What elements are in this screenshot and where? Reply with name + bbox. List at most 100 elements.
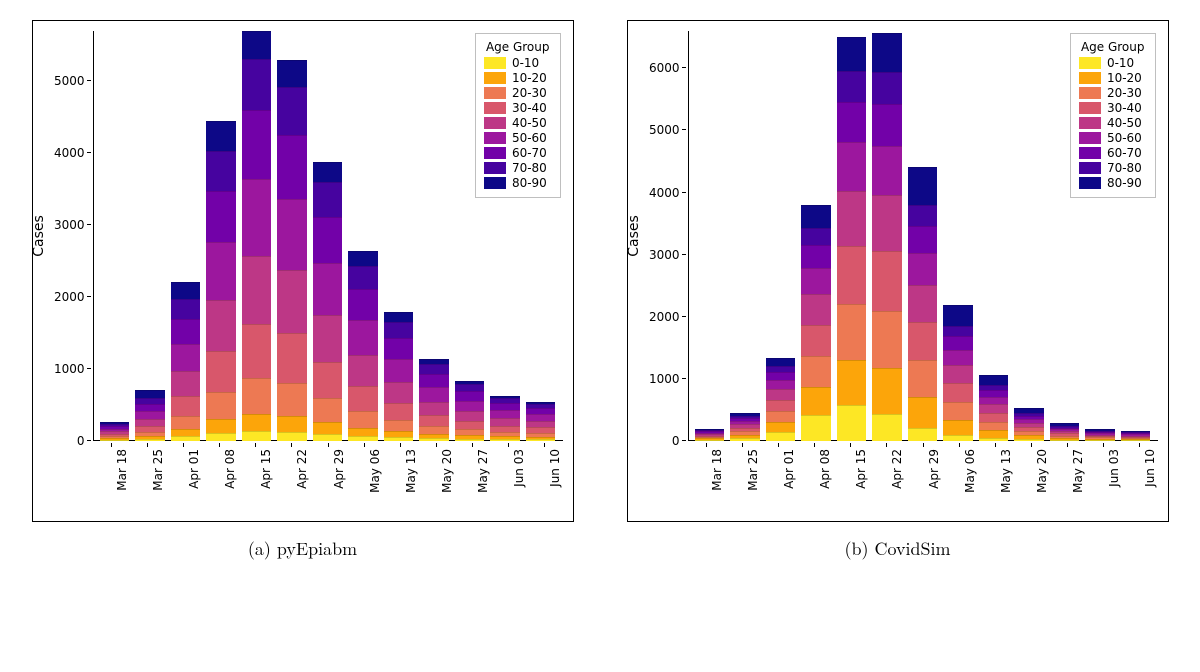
bar-segment — [766, 411, 796, 422]
bar-segment — [206, 121, 236, 151]
bar-segment — [206, 392, 236, 419]
x-tick-label: Apr 08 — [818, 449, 832, 489]
legend-item: 70-80 — [1079, 161, 1145, 175]
bar-segment — [943, 326, 973, 336]
x-tick-label: May 06 — [963, 449, 977, 493]
bar-segment — [419, 364, 449, 374]
chart-a: 010002000300040005000CasesMar 18Mar 25Ap… — [32, 20, 574, 522]
bar-segment — [348, 266, 378, 289]
bar-segment — [313, 182, 343, 217]
y-axis: 0100020003000400050006000Cases — [628, 31, 686, 441]
bar-segment — [206, 351, 236, 392]
y-tick-label: 3000 — [649, 248, 680, 262]
bar-segment — [135, 439, 165, 441]
bar — [766, 358, 796, 441]
y-axis-label: Cases — [626, 215, 642, 257]
bar-segment — [766, 400, 796, 411]
legend-label: 70-80 — [1107, 161, 1142, 175]
bar-segment — [171, 429, 201, 436]
bar-segment — [171, 344, 201, 372]
bar-segment — [384, 338, 414, 359]
bar-segment — [872, 72, 902, 104]
legend-swatch — [1079, 117, 1101, 129]
bar-segment — [490, 439, 520, 441]
bar-segment — [908, 285, 938, 322]
bar-segment — [313, 398, 343, 422]
legend: Age Group0-1010-2020-3030-4040-5050-6060… — [1070, 33, 1156, 198]
x-tick-label: Apr 22 — [890, 449, 904, 489]
legend-swatch — [484, 177, 506, 189]
bar-segment — [419, 402, 449, 415]
bar-segment — [135, 411, 165, 419]
bar-segment — [384, 420, 414, 431]
bar-segment — [277, 333, 307, 383]
bar-segment — [206, 191, 236, 242]
bar-segment — [943, 365, 973, 383]
bar-segment — [872, 146, 902, 195]
bar — [695, 429, 725, 441]
x-tick-label: Apr 15 — [259, 449, 273, 489]
panel-a: 010002000300040005000CasesMar 18Mar 25Ap… — [20, 20, 585, 561]
bar-segment — [801, 294, 831, 324]
bar-segment — [801, 245, 831, 268]
bar-segment — [979, 438, 1009, 441]
bar-segment — [348, 428, 378, 437]
x-tick-label: Apr 29 — [927, 449, 941, 489]
bar-segment — [242, 431, 272, 441]
x-tick-label: May 13 — [999, 449, 1013, 493]
legend-label: 30-40 — [512, 101, 547, 115]
bar-segment — [766, 422, 796, 432]
y-tick-label: 0 — [672, 434, 680, 448]
bar-segment — [455, 439, 485, 441]
bar — [100, 422, 130, 441]
bar-segment — [801, 415, 831, 441]
x-tick-label: Mar 25 — [151, 449, 165, 491]
bar-segment — [908, 428, 938, 441]
legend-swatch — [1079, 147, 1101, 159]
bar-segment — [277, 60, 307, 87]
bar-segment — [526, 439, 556, 441]
x-tick-label: Apr 01 — [782, 449, 796, 489]
bar-segment — [171, 436, 201, 441]
x-tick-label: May 13 — [404, 449, 418, 493]
legend-item: 80-90 — [484, 176, 550, 190]
legend-item: 70-80 — [484, 161, 550, 175]
bar-segment — [801, 205, 831, 228]
bar-segment — [313, 217, 343, 263]
bar — [872, 33, 902, 441]
legend-label: 10-20 — [512, 71, 547, 85]
bar — [419, 359, 449, 441]
bar-segment — [277, 270, 307, 334]
legend-label: 70-80 — [512, 161, 547, 175]
legend-item: 0-10 — [1079, 56, 1145, 70]
legend-label: 40-50 — [512, 116, 547, 130]
bar-segment — [348, 355, 378, 386]
bar-segment — [135, 419, 165, 426]
bar-segment — [348, 251, 378, 266]
x-tick-label: May 27 — [1071, 449, 1085, 493]
bar-segment — [908, 167, 938, 205]
bar — [277, 60, 307, 441]
y-tick-label: 4000 — [54, 146, 85, 160]
bar — [171, 282, 201, 441]
bar-segment — [801, 228, 831, 245]
bar-segment — [1121, 440, 1151, 441]
bar-segment — [837, 405, 867, 441]
y-tick-label: 0 — [77, 434, 85, 448]
bar-segment — [908, 322, 938, 361]
legend-swatch — [484, 162, 506, 174]
bar-segment — [277, 383, 307, 416]
bar-segment — [979, 430, 1009, 437]
bar-segment — [206, 419, 236, 433]
bar-segment — [943, 336, 973, 349]
bar — [526, 402, 556, 441]
bar — [206, 121, 236, 441]
y-axis-label: Cases — [31, 215, 47, 257]
bar-segment — [419, 387, 449, 402]
bar-segment — [455, 421, 485, 429]
bar-segment — [419, 426, 449, 433]
bar-segment — [171, 371, 201, 396]
bar-segment — [837, 71, 867, 102]
bar-segment — [490, 403, 520, 410]
bar-segment — [943, 305, 973, 326]
